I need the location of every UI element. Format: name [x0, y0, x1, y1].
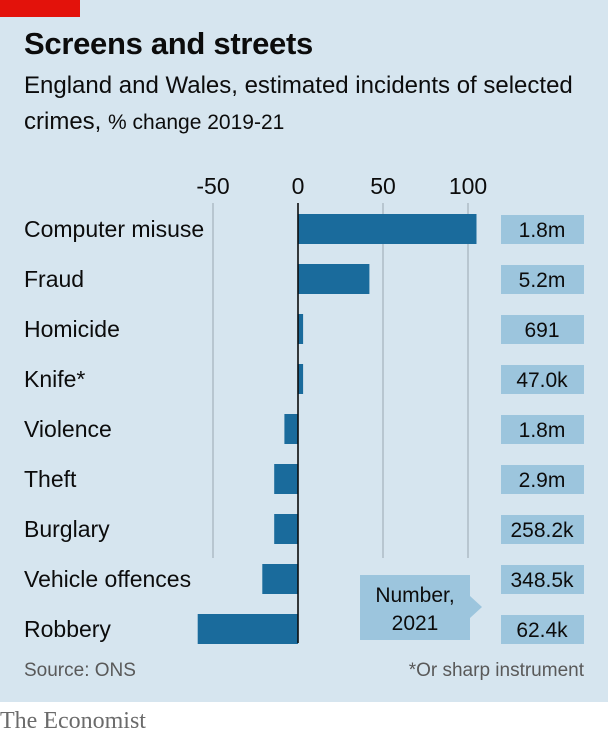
value-label: 691	[524, 319, 559, 342]
bar-chart: -50 0 50 100 Computer misuse 1.8m Fraud 5.2m Hom…	[24, 173, 584, 644]
category-label: Homicide	[24, 316, 120, 342]
category-label: Burglary	[24, 516, 110, 542]
category-label: Theft	[24, 466, 77, 492]
category-label: Computer misuse	[24, 216, 204, 242]
bar	[274, 464, 298, 494]
value-label: 62.4k	[516, 619, 568, 642]
value-box	[501, 565, 584, 594]
value-label: 348.5k	[510, 569, 574, 592]
value-box	[501, 365, 584, 394]
number-callout-label: Number,	[375, 584, 454, 607]
bar	[274, 514, 298, 544]
value-label: 1.8m	[519, 219, 566, 242]
x-tick-label: 0	[292, 173, 305, 199]
subtitle-main: England and Wales, estimated incidents o…	[24, 72, 573, 135]
value-label: 258.2k	[510, 519, 574, 542]
value-box	[501, 265, 584, 294]
value-label: 1.8m	[519, 419, 566, 442]
subtitle-unit: % change 2019-21	[108, 111, 285, 134]
value-box	[501, 515, 584, 544]
value-box	[501, 615, 584, 644]
value-box	[501, 315, 584, 344]
brand-wordmark: The Economist	[0, 708, 146, 734]
value-label: 47.0k	[516, 369, 568, 392]
bar	[298, 364, 304, 394]
chart-subtitle: England and Wales, estimated incidents o…	[24, 68, 584, 141]
value-label: 2.9m	[519, 469, 566, 492]
category-label: Vehicle offences	[24, 566, 191, 592]
category-label: Fraud	[24, 266, 84, 292]
number-callout-label: 2021	[392, 612, 439, 635]
value-label: 5.2m	[519, 269, 566, 292]
x-tick-label: 50	[370, 173, 396, 199]
number-callout-box	[360, 575, 482, 640]
bar	[262, 564, 298, 594]
bar	[298, 264, 370, 294]
category-label: Violence	[24, 416, 112, 442]
category-label: Robbery	[24, 616, 111, 642]
category-label: Knife*	[24, 366, 85, 392]
brand-red-tag	[0, 0, 80, 17]
bar	[298, 214, 477, 244]
bar	[298, 314, 304, 344]
x-tick-label: 100	[449, 173, 487, 199]
bar	[197, 614, 298, 644]
value-box	[501, 465, 584, 494]
bar	[284, 414, 298, 444]
value-box	[501, 215, 584, 244]
value-box	[501, 415, 584, 444]
footnote: *Or sharp instrument	[408, 660, 584, 681]
x-tick-label: -50	[196, 173, 229, 199]
source-note: Source: ONS	[24, 660, 136, 681]
chart-title: Screens and streets	[24, 26, 313, 61]
